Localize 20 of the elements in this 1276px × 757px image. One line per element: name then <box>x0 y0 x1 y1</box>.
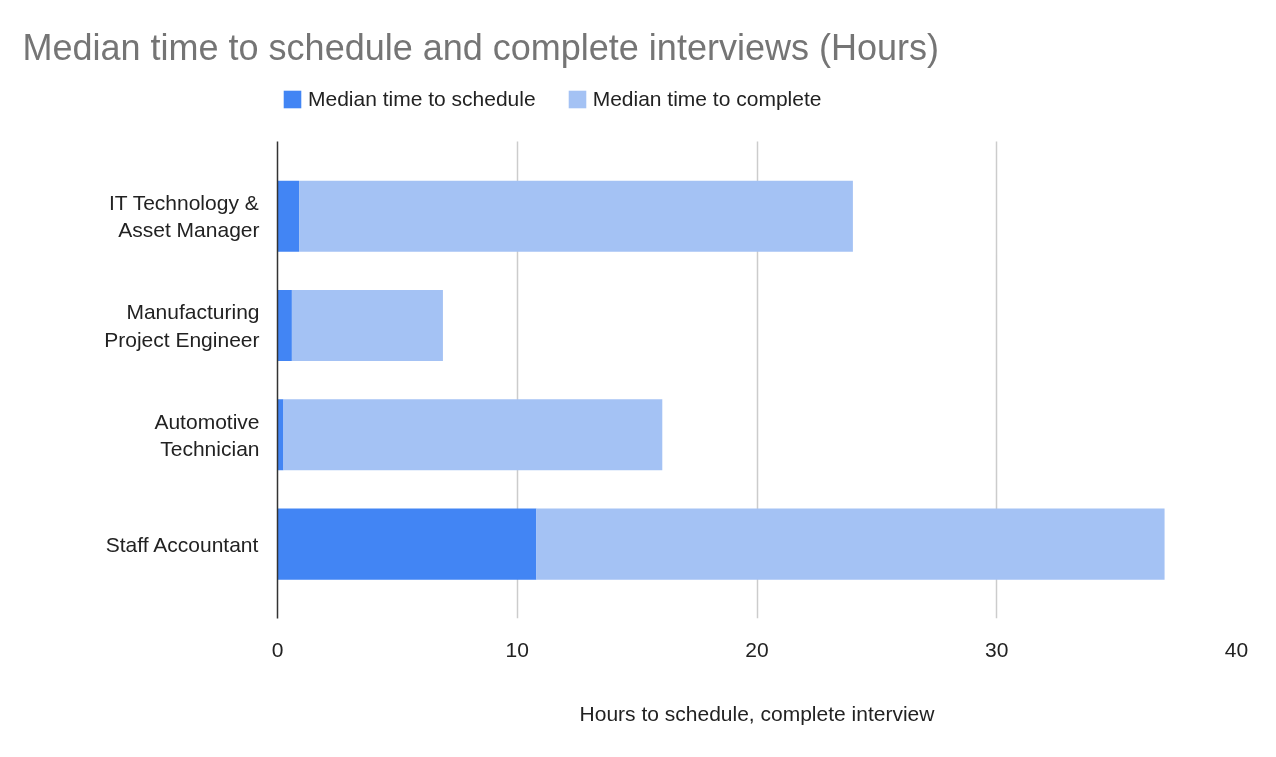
bar <box>277 180 300 252</box>
bar <box>283 399 663 471</box>
x-axis-title: Hours to schedule, complete interview <box>579 701 936 725</box>
x-tick-label: 20 <box>745 637 769 661</box>
bar <box>277 289 292 362</box>
x-tick-label: 40 <box>1224 637 1249 661</box>
y-tick-label: Staff Accountant <box>105 532 259 556</box>
x-tick-label: 0 <box>271 637 284 661</box>
y-tick-label: Automotive Technician <box>154 409 260 461</box>
bar <box>299 180 853 252</box>
y-tick-label: IT Technology & Asset Manager <box>108 190 260 242</box>
bar <box>291 289 443 362</box>
x-tick-label: 30 <box>985 637 1009 661</box>
y-tick-label: Manufacturing Project Engineer <box>104 300 260 351</box>
bar <box>536 508 1165 580</box>
chart-title: Median time to schedule and complete interviews (Hours) <box>22 26 939 68</box>
legend-label: Median time to complete <box>592 87 822 111</box>
x-tick-label: 10 <box>505 637 529 661</box>
legend-label: Median time to schedule <box>308 87 536 111</box>
bar <box>277 508 537 580</box>
